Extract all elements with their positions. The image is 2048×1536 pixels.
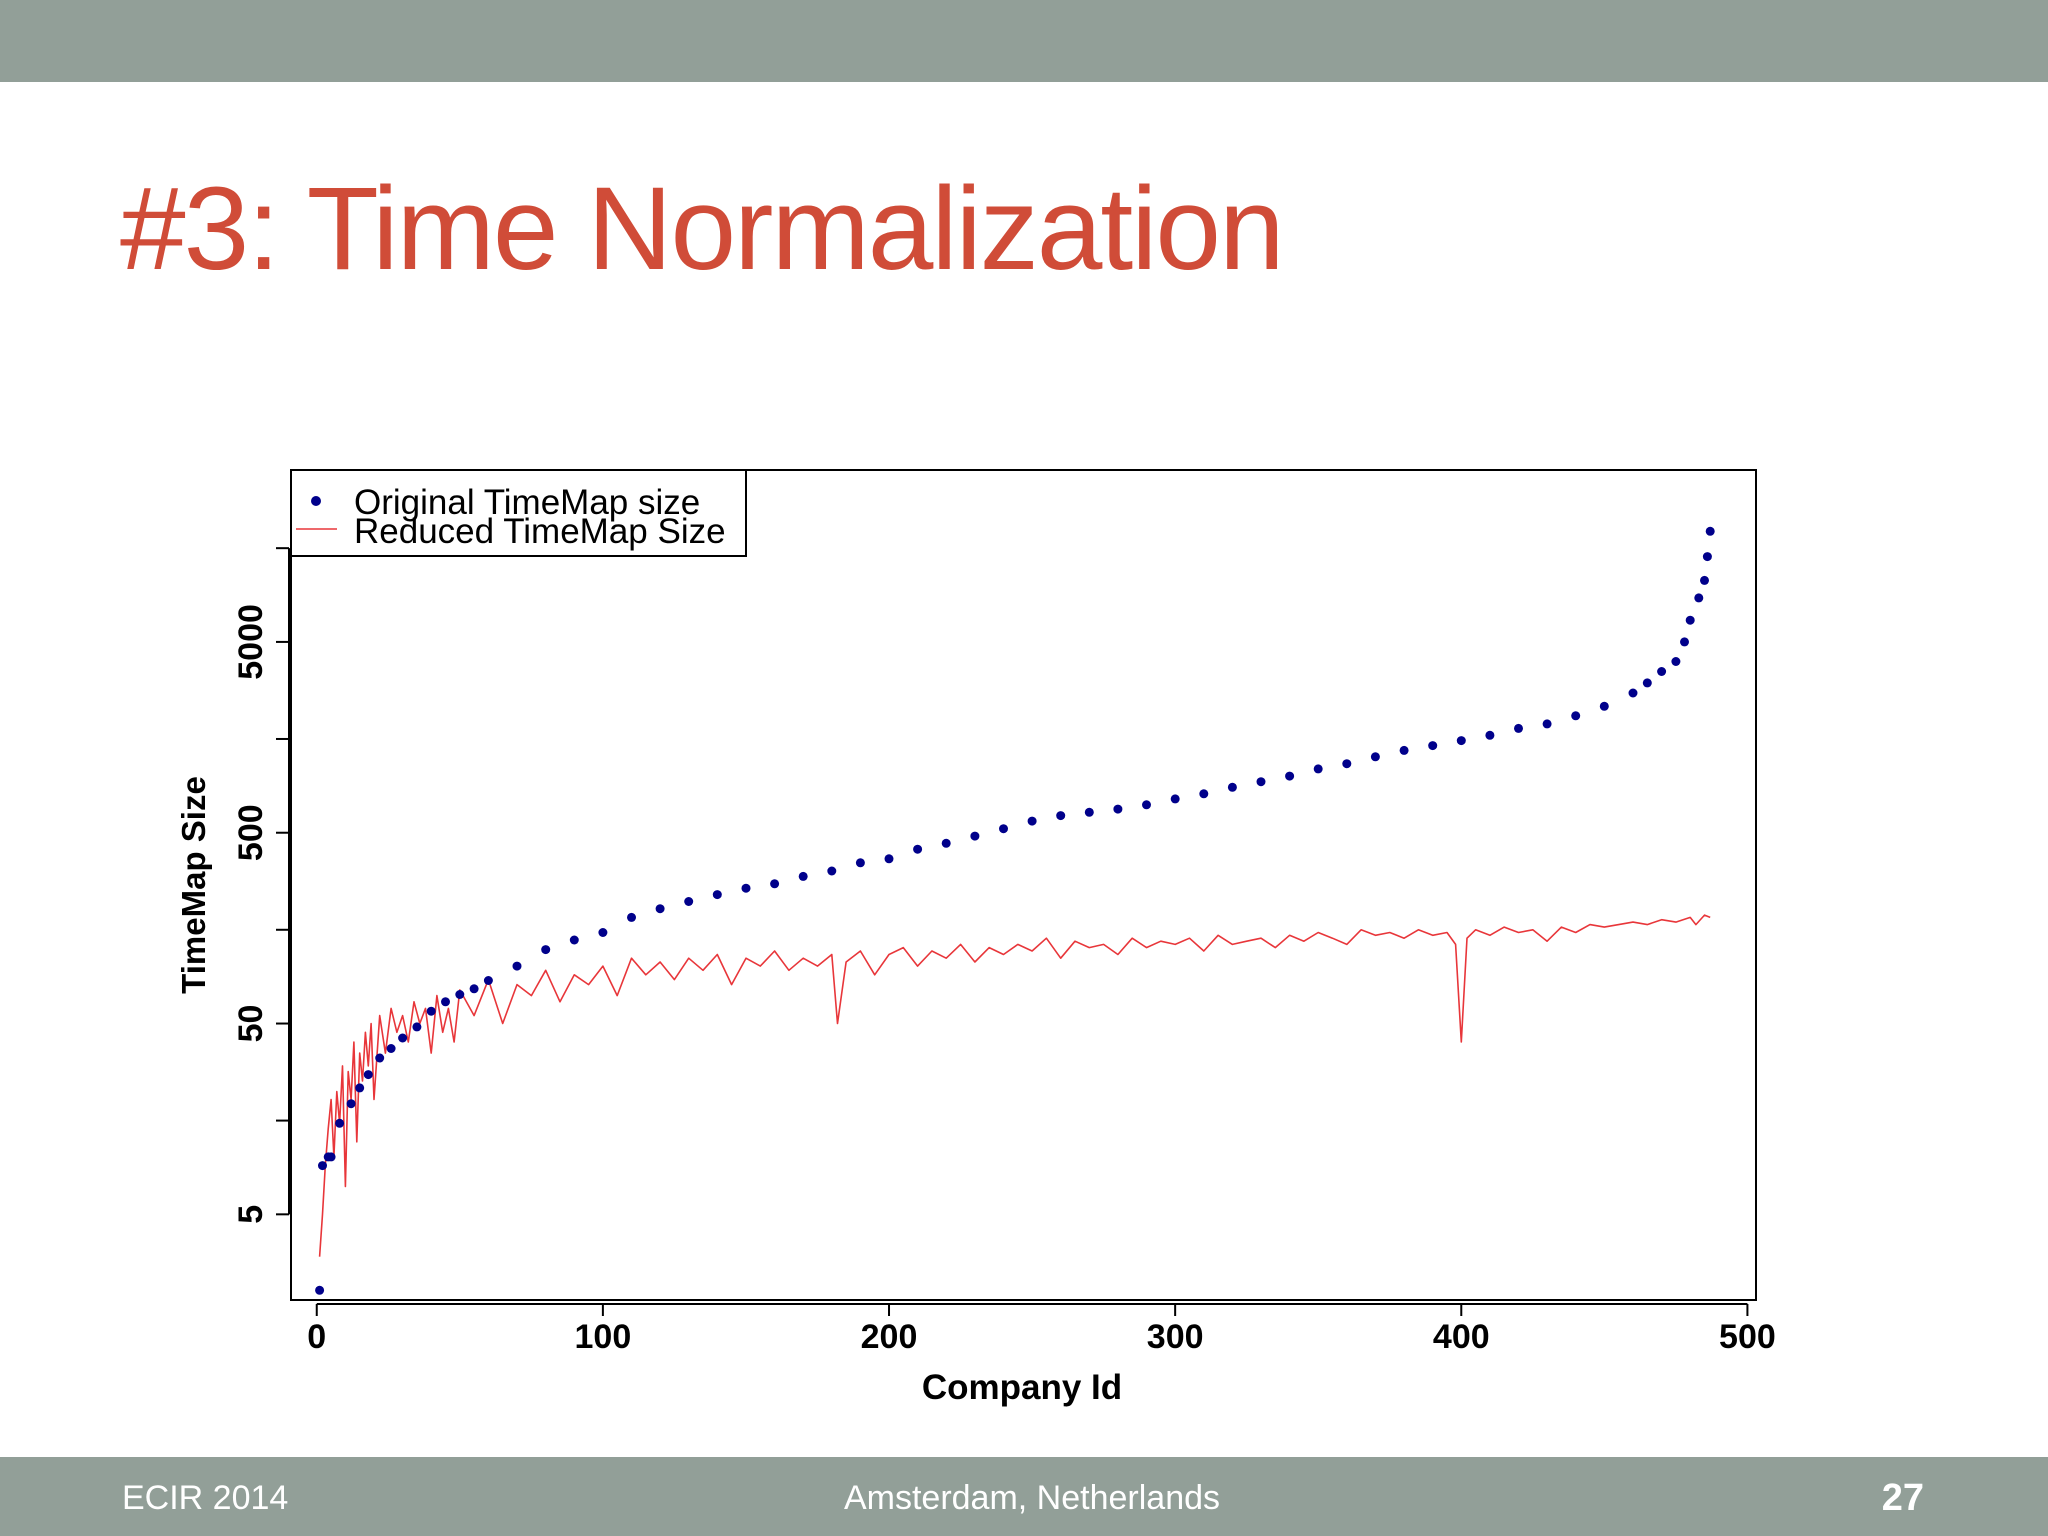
original-series-point <box>1313 764 1323 774</box>
chart: 0 100 200 300 400 500 5 50 500 5000 Original Tim… <box>175 469 1776 1407</box>
original-series-point <box>770 879 780 889</box>
original-series-point <box>1700 575 1709 585</box>
original-series-point <box>1456 736 1466 746</box>
original-series-point <box>1428 741 1438 751</box>
x-tick-label: 100 <box>575 1318 632 1356</box>
page-number: 27 <box>1881 1477 1924 1519</box>
original-series-point <box>712 890 722 900</box>
original-series-point <box>741 883 751 893</box>
footer-location: Amsterdam, Netherlands <box>843 1479 1221 1517</box>
x-axis-label: Company Id <box>922 1368 1122 1407</box>
original-series-point <box>684 897 694 906</box>
original-series-point <box>884 854 894 864</box>
original-series-point <box>1342 759 1352 769</box>
original-series-point <box>913 844 923 854</box>
original-series-point <box>1542 719 1552 729</box>
original-series-point <box>1702 552 1712 562</box>
x-tick-label: 300 <box>1147 1318 1204 1356</box>
original-series-point <box>346 1099 356 1109</box>
original-series-point <box>1142 800 1151 810</box>
original-series-point <box>375 1053 385 1063</box>
original-series-point <box>1485 730 1495 740</box>
original-series-point <box>1256 777 1266 787</box>
original-series-point <box>1170 794 1180 804</box>
x-tick-label: 200 <box>861 1318 918 1356</box>
top-banner <box>0 0 2048 82</box>
original-series-point <box>426 1006 436 1016</box>
legend-marker-original <box>311 496 321 506</box>
footer-bar: ECIR 2014 Amsterdam, Netherlands 27 <box>0 1457 2048 1536</box>
original-series-point <box>1599 701 1609 711</box>
slide-title: #3: Time Normalization <box>120 163 1285 295</box>
original-series-point <box>326 1152 336 1162</box>
original-series-point <box>1514 723 1523 733</box>
original-series-point <box>398 1033 408 1043</box>
y-tick-label: 500 <box>232 804 270 861</box>
original-series-point <box>1199 789 1209 799</box>
original-series-point <box>598 928 608 937</box>
y-axis-label: TimeMap Size <box>175 776 212 994</box>
x-tick-label: 400 <box>1433 1318 1490 1356</box>
y-tick-label: 5 <box>232 1205 270 1224</box>
original-series-point <box>483 976 493 985</box>
original-series-point <box>1705 526 1715 536</box>
original-series-point <box>386 1044 396 1053</box>
legend-box <box>290 469 747 557</box>
original-series-point <box>1027 816 1037 826</box>
original-series-point <box>512 961 522 971</box>
original-series-point <box>363 1070 373 1080</box>
original-series-point <box>1694 593 1704 603</box>
original-series-point <box>1113 804 1123 814</box>
y-tick-label: 5000 <box>232 604 270 680</box>
original-series-point <box>1628 688 1638 698</box>
original-series-point <box>469 984 479 994</box>
y-tick-label: 50 <box>232 1005 270 1043</box>
original-series-point <box>1056 811 1066 821</box>
original-series-point <box>541 945 551 955</box>
original-series-point <box>355 1083 365 1093</box>
original-series-point <box>1285 771 1295 781</box>
original-series-point <box>1642 678 1652 688</box>
original-series-point <box>412 1022 422 1032</box>
original-series-point <box>1685 615 1695 625</box>
footer-conference: ECIR 2014 <box>122 1479 289 1517</box>
original-series-point <box>1657 667 1667 676</box>
original-series-point <box>455 990 465 999</box>
original-series-point <box>655 904 665 914</box>
original-series-point <box>1680 637 1689 647</box>
original-series-point <box>1399 745 1409 755</box>
original-series-point <box>941 838 951 848</box>
original-series-point <box>1671 657 1681 666</box>
original-series-point <box>970 831 980 841</box>
legend-label-reduced: Reduced TimeMap Size <box>354 512 726 551</box>
original-series-point <box>855 858 865 868</box>
original-series-point <box>827 866 837 876</box>
original-series-point <box>1370 752 1380 762</box>
original-series-point <box>318 1161 327 1171</box>
legend-label-original: Original TimeMap size <box>354 483 700 522</box>
original-series-point <box>1571 711 1581 721</box>
x-tick-label: 500 <box>1719 1318 1776 1356</box>
original-series-point <box>441 997 450 1007</box>
original-series-point <box>798 871 808 881</box>
original-series-point <box>315 1285 325 1295</box>
original-series-point <box>627 912 636 922</box>
original-series-point <box>1227 782 1237 792</box>
original-series-point <box>999 824 1008 834</box>
original-series-point <box>335 1118 345 1128</box>
original-series-point <box>569 935 579 945</box>
reduced-series-line <box>318 914 1711 1257</box>
x-tick-label: 0 <box>307 1318 326 1356</box>
plot-frame <box>290 469 1757 1301</box>
original-series-point <box>1084 807 1094 817</box>
